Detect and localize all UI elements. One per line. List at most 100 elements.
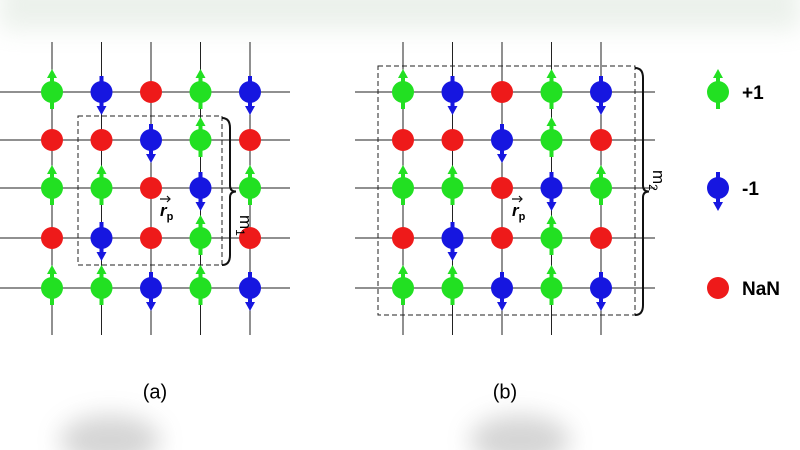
site xyxy=(90,129,113,151)
spin-arrowhead xyxy=(546,202,557,211)
spin-dot xyxy=(590,177,612,199)
vector-label: rp xyxy=(160,201,174,222)
spin-arrowhead xyxy=(146,154,156,163)
caption: (b) xyxy=(493,381,517,403)
vector-letter: r xyxy=(160,201,168,220)
spin-dot xyxy=(392,177,414,199)
size-label: m1 xyxy=(233,215,255,236)
vector-sub: p xyxy=(519,211,526,223)
vector-sub: p xyxy=(167,211,174,223)
spin-dot xyxy=(90,277,113,299)
site xyxy=(239,76,261,115)
spin-arrowhead xyxy=(195,202,206,211)
site xyxy=(41,227,63,249)
site xyxy=(540,215,563,255)
site xyxy=(239,129,261,151)
spin-arrowhead xyxy=(195,117,206,126)
site xyxy=(140,272,162,311)
site xyxy=(239,272,261,311)
site xyxy=(590,272,612,311)
spin-arrowhead xyxy=(447,252,458,261)
site xyxy=(140,81,162,103)
brace xyxy=(634,67,650,316)
spin-arrowhead xyxy=(398,265,408,274)
site xyxy=(140,177,162,199)
spin-dot xyxy=(140,277,162,299)
site xyxy=(41,129,63,151)
spin-dot xyxy=(540,129,563,151)
spin-dot xyxy=(392,227,414,249)
site xyxy=(239,227,261,249)
spin-dot xyxy=(90,177,113,199)
vector-label: rp xyxy=(512,201,526,222)
spin-dot xyxy=(491,129,513,151)
brace xyxy=(221,117,237,266)
spin-dot xyxy=(189,81,212,103)
spin-dot xyxy=(140,177,162,199)
site xyxy=(491,81,513,103)
vector-letter: r xyxy=(512,201,520,220)
site xyxy=(90,165,113,205)
spin-arrowhead xyxy=(47,165,57,174)
spin-arrowhead xyxy=(398,165,408,174)
spin-dot xyxy=(189,227,212,249)
spin-dot xyxy=(90,129,113,151)
spin-arrowhead xyxy=(146,302,156,311)
site xyxy=(239,165,261,205)
site xyxy=(491,227,513,249)
spin-arrowhead xyxy=(546,69,557,78)
site xyxy=(590,165,612,205)
size-sub: 1 xyxy=(233,229,247,236)
spin-arrowhead xyxy=(245,165,255,174)
spin-dot xyxy=(239,129,261,151)
site xyxy=(392,69,414,109)
spin-arrowhead xyxy=(447,265,458,274)
spin-arrowhead xyxy=(447,165,458,174)
site xyxy=(540,172,563,211)
patch-box xyxy=(77,115,223,266)
site xyxy=(189,117,212,157)
site xyxy=(590,227,612,249)
spin-dot xyxy=(441,81,464,103)
spin-arrowhead xyxy=(96,106,107,115)
spin-dot xyxy=(239,277,261,299)
size-sub: 2 xyxy=(646,184,660,191)
site xyxy=(491,177,513,199)
vector-arrow xyxy=(160,195,171,203)
site xyxy=(392,265,414,305)
size-letter: m xyxy=(236,215,255,229)
spin-arrowhead xyxy=(596,302,606,311)
site xyxy=(90,76,113,115)
spin-arrowhead xyxy=(245,106,255,115)
spin-arrowhead xyxy=(596,165,606,174)
spin-dot xyxy=(491,81,513,103)
legend-label: NaN xyxy=(742,279,780,300)
size-label: m2 xyxy=(646,170,668,191)
spin-dot xyxy=(707,277,729,299)
spin-arrowhead xyxy=(96,165,107,174)
spin-dot xyxy=(491,177,513,199)
site xyxy=(189,69,212,109)
spin-dot xyxy=(540,81,563,103)
spin-dot xyxy=(239,177,261,199)
site xyxy=(441,222,464,261)
spin-dot xyxy=(392,81,414,103)
spin-dot xyxy=(441,277,464,299)
site xyxy=(441,76,464,115)
spin-arrowhead xyxy=(447,106,458,115)
spin-dot xyxy=(540,227,563,249)
site xyxy=(441,129,464,151)
spin-arrowhead xyxy=(497,302,507,311)
spin-dot xyxy=(140,81,162,103)
spin-dot xyxy=(140,227,162,249)
legend-label: +1 xyxy=(742,83,764,104)
spin-arrowhead xyxy=(546,265,557,274)
caption: (a) xyxy=(143,381,167,403)
spin-dot xyxy=(41,81,63,103)
spin-dot xyxy=(491,227,513,249)
site xyxy=(707,69,729,109)
bottom-blur xyxy=(470,415,570,450)
spin-dot xyxy=(491,277,513,299)
spin-dot xyxy=(590,81,612,103)
